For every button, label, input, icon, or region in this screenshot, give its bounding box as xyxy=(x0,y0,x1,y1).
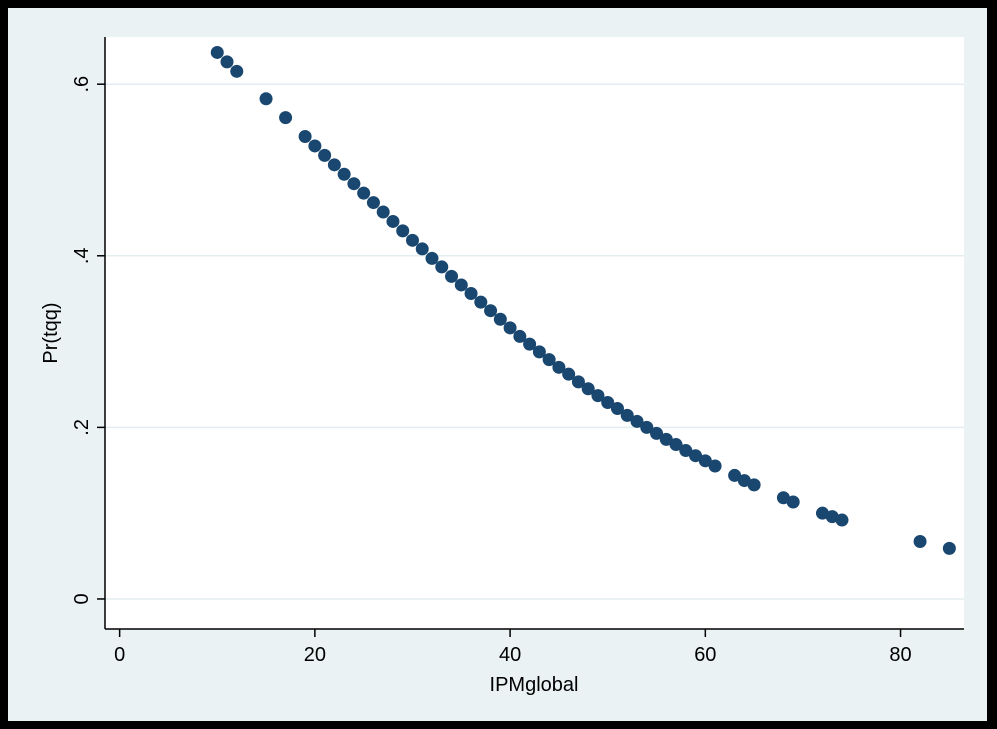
data-point xyxy=(347,177,361,191)
x-tick-label: 60 xyxy=(694,644,716,666)
data-point xyxy=(747,478,761,492)
x-tick-label: 20 xyxy=(304,644,326,666)
data-point xyxy=(737,474,751,488)
data-point xyxy=(562,367,576,381)
data-point xyxy=(484,304,498,318)
y-tick-label: .6 xyxy=(71,76,93,93)
data-point xyxy=(503,321,517,335)
data-point xyxy=(630,414,644,428)
data-point xyxy=(552,360,566,374)
data-point xyxy=(279,111,293,125)
data-point xyxy=(493,312,507,326)
data-point xyxy=(689,449,703,463)
x-ticks: 0 20 40 60 80 xyxy=(114,629,912,666)
data-point xyxy=(620,408,634,422)
data-point xyxy=(913,534,927,548)
data-point xyxy=(318,148,332,162)
data-point xyxy=(405,233,419,247)
data-point xyxy=(386,214,400,228)
data-point xyxy=(581,382,595,396)
data-point xyxy=(298,130,312,144)
data-point xyxy=(776,491,790,505)
data-point xyxy=(366,196,380,210)
y-tick-label: .4 xyxy=(71,247,93,264)
y-tick-label: .2 xyxy=(71,419,93,436)
data-point xyxy=(610,402,624,416)
data-point xyxy=(532,345,546,359)
data-point xyxy=(259,92,273,106)
data-point xyxy=(454,278,468,292)
x-axis-title: IPMglobal xyxy=(490,674,579,696)
x-tick-label: 0 xyxy=(114,644,125,666)
data-point xyxy=(786,495,800,509)
data-point xyxy=(650,426,664,440)
data-point xyxy=(640,420,654,434)
data-point xyxy=(601,395,615,409)
data-point xyxy=(474,295,488,309)
data-point xyxy=(337,167,351,181)
data-point xyxy=(308,139,322,153)
data-point xyxy=(571,375,585,389)
data-point xyxy=(542,353,556,367)
data-point xyxy=(825,510,839,524)
data-point xyxy=(708,459,722,473)
y-tick-label: 0 xyxy=(71,593,93,604)
data-point xyxy=(835,513,849,527)
data-point xyxy=(445,269,459,283)
data-point xyxy=(669,438,683,452)
x-tick-label: 40 xyxy=(499,644,521,666)
plot-area xyxy=(105,37,964,629)
data-point xyxy=(220,55,234,69)
data-point xyxy=(396,224,410,238)
data-point xyxy=(815,506,829,520)
data-point xyxy=(464,287,478,301)
data-point xyxy=(327,158,341,172)
data-point xyxy=(230,64,244,78)
data-point xyxy=(210,45,224,59)
data-points xyxy=(210,45,956,555)
data-point xyxy=(513,329,527,343)
data-point xyxy=(425,251,439,265)
data-point xyxy=(435,260,449,274)
axes xyxy=(104,37,964,630)
data-point xyxy=(376,205,390,219)
x-tick-label: 80 xyxy=(889,644,911,666)
grid-lines xyxy=(105,83,964,600)
data-point xyxy=(698,454,712,468)
data-point xyxy=(591,389,605,403)
data-point xyxy=(679,444,693,458)
data-point xyxy=(357,186,371,200)
data-point xyxy=(523,337,537,351)
data-point xyxy=(659,432,673,446)
y-axis-title: Pr(tqq) xyxy=(40,302,62,363)
data-point xyxy=(942,541,956,555)
data-point xyxy=(415,242,429,256)
y-ticks: 0 .2 .4 .6 xyxy=(71,76,105,605)
data-point xyxy=(728,468,742,482)
